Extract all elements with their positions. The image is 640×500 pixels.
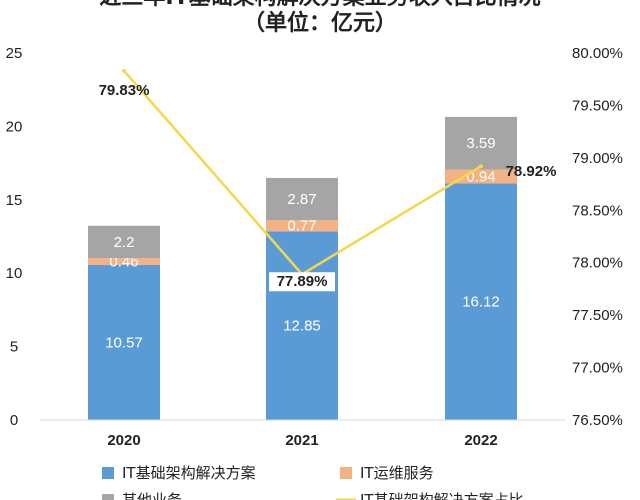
bar-value-label: 12.85 xyxy=(283,318,321,335)
bar-segment-3 xyxy=(88,225,160,259)
y-axis-tick-label: 20 xyxy=(6,118,23,135)
chart-title-line2: （单位：亿元） xyxy=(243,10,397,36)
y2-axis-tick-label: 78.00% xyxy=(572,255,623,272)
legend-swatch xyxy=(340,467,352,479)
y2-axis-tick-label: 76.50% xyxy=(572,412,623,429)
share-value-label: 78.92% xyxy=(506,163,557,180)
bar-segment-2 xyxy=(266,220,338,232)
bar-segment-1 xyxy=(88,264,160,420)
legend-label: 其他业务 xyxy=(122,491,182,500)
legend-label: IT基础架构解决方案占比 xyxy=(360,491,524,500)
y-axis-tick-label: 0 xyxy=(10,412,18,429)
bar-segment-3 xyxy=(445,116,517,170)
share-value-label: 77.89% xyxy=(277,273,328,290)
share-point xyxy=(122,68,126,73)
legend-label: IT基础架构解决方案 xyxy=(122,464,256,482)
bar-value-label: 10.57 xyxy=(105,334,143,351)
y2-axis-tick-label: 80.00% xyxy=(572,45,623,62)
y2-axis-tick-label: 79.50% xyxy=(572,97,623,114)
axis-layer: 0 5 10 15 20 25 76.50% 77.00% 77.50% 78.00% 78.50%… xyxy=(6,45,623,449)
bar-segment-3 xyxy=(266,177,338,221)
bar-segment-2 xyxy=(445,169,517,184)
y-axis-tick-label: 25 xyxy=(6,45,23,62)
bar-segment-2 xyxy=(88,258,160,265)
bar-value-label: 0.94 xyxy=(466,168,495,185)
y2-axis-tick-label: 79.00% xyxy=(572,150,623,167)
y2-axis-tick-label: 77.00% xyxy=(572,360,623,377)
bar-value-label: 2.2 xyxy=(114,234,135,251)
chart-title-line1: 近三年IT基础架构解决方案业务收入占比情况 xyxy=(99,0,540,10)
bar-value-label: 3.59 xyxy=(466,135,495,152)
legend-swatch xyxy=(102,467,114,479)
line-layer: 79.83% 77.89% 78.92% xyxy=(99,68,557,292)
y2-axis-tick-label: 77.50% xyxy=(572,307,623,324)
bar-value-label: 2.87 xyxy=(287,191,316,208)
y2-axis-tick-label: 78.50% xyxy=(572,202,623,219)
share-value-label: 79.83% xyxy=(99,82,150,99)
share-label-background xyxy=(269,272,335,292)
bar-segment-1 xyxy=(445,183,517,420)
y-axis-tick-label: 5 xyxy=(10,339,18,356)
share-point xyxy=(479,164,483,169)
bar-segment-1 xyxy=(266,231,338,420)
x-axis-category-label: 2022 xyxy=(464,432,497,449)
legend-swatch xyxy=(102,494,114,500)
bar-value-label: 0.77 xyxy=(287,218,316,235)
legend-label: IT运维服务 xyxy=(360,464,434,482)
y-axis-tick-label: 15 xyxy=(6,192,23,209)
x-axis-category-label: 2020 xyxy=(107,432,140,449)
y-axis-tick-label: 10 xyxy=(6,265,23,282)
bar-value-label: 16.12 xyxy=(462,294,500,311)
x-axis-category-label: 2021 xyxy=(285,432,318,449)
